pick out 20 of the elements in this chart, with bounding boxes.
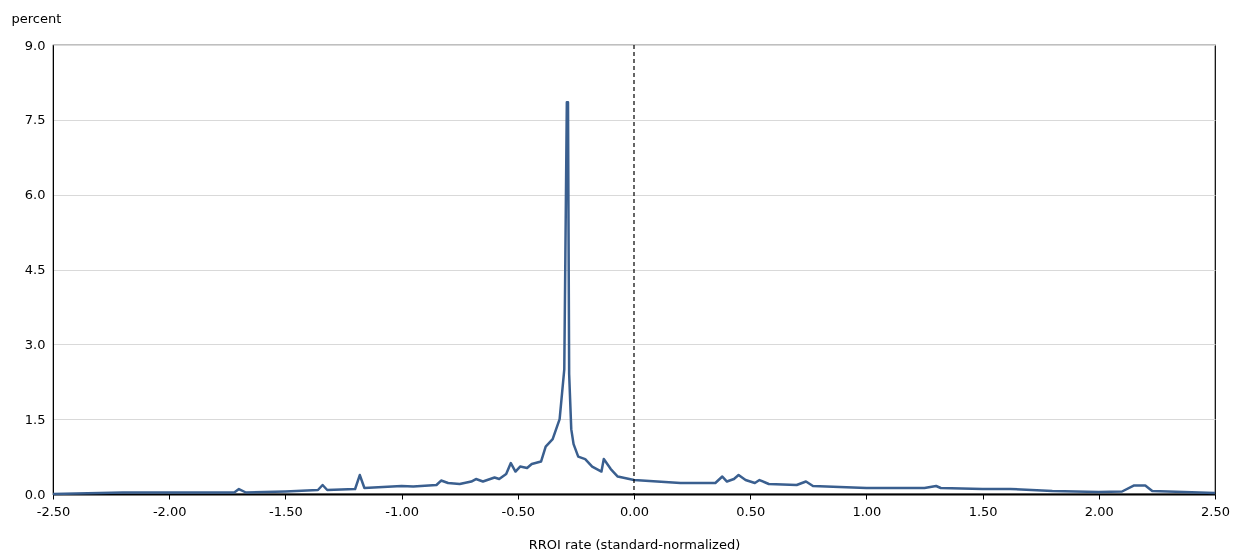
x-tick-label: -2.50 [36,503,71,519]
x-tick-label: 0.50 [736,503,766,519]
y-tick-label: 1.5 [24,411,46,427]
y-tick-label: 9.0 [24,37,46,53]
y-axis-title: percent [11,10,62,26]
y-tick-label: 0.0 [24,486,46,502]
x-tick-label: 1.00 [852,503,882,519]
y-tick-label: 4.5 [24,262,46,277]
x-axis-title: RROI rate (standard-normalized) [528,536,741,552]
x-tick-label: -1.50 [269,503,303,519]
x-tick-label: 0.00 [620,503,649,519]
x-tick-label: -0.50 [501,503,536,519]
x-tick-label: 2.50 [1201,503,1230,519]
y-tick-label: 7.5 [24,112,46,128]
x-tick-label: 1.50 [968,503,998,519]
x-tick-label: -2.00 [152,503,187,519]
x-tick-label: -1.00 [385,503,419,519]
y-tick-label: 3.0 [24,336,46,352]
y-tick-label: 6.0 [24,187,46,203]
x-tick-label: 2.00 [1084,503,1114,519]
